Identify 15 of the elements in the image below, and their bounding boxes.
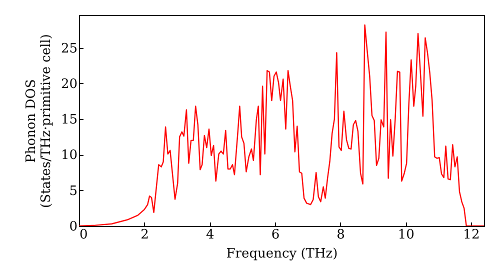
y-tick-label: 15 <box>60 112 78 128</box>
x-tick-label: 2 <box>140 228 149 242</box>
x-tick-label: 6 <box>271 228 280 242</box>
x-axis-title: Frequency (THz) <box>226 246 338 262</box>
x-tick-label: 4 <box>206 228 214 242</box>
y-tick-label: 20 <box>60 76 78 92</box>
y-axis-title: Phonon DOS (States/THz·primitive cell) <box>24 34 54 208</box>
y-tick-label: 10 <box>60 148 78 164</box>
y-tick-label: 25 <box>60 41 78 56</box>
y-tick-label: 5 <box>69 184 78 199</box>
x-tick-label: 10 <box>398 228 414 242</box>
x-tick-label: 0 <box>80 228 88 242</box>
line-series <box>79 24 484 226</box>
x-tick-label: 8 <box>336 228 345 242</box>
x-tick-label: 12 <box>463 228 480 242</box>
